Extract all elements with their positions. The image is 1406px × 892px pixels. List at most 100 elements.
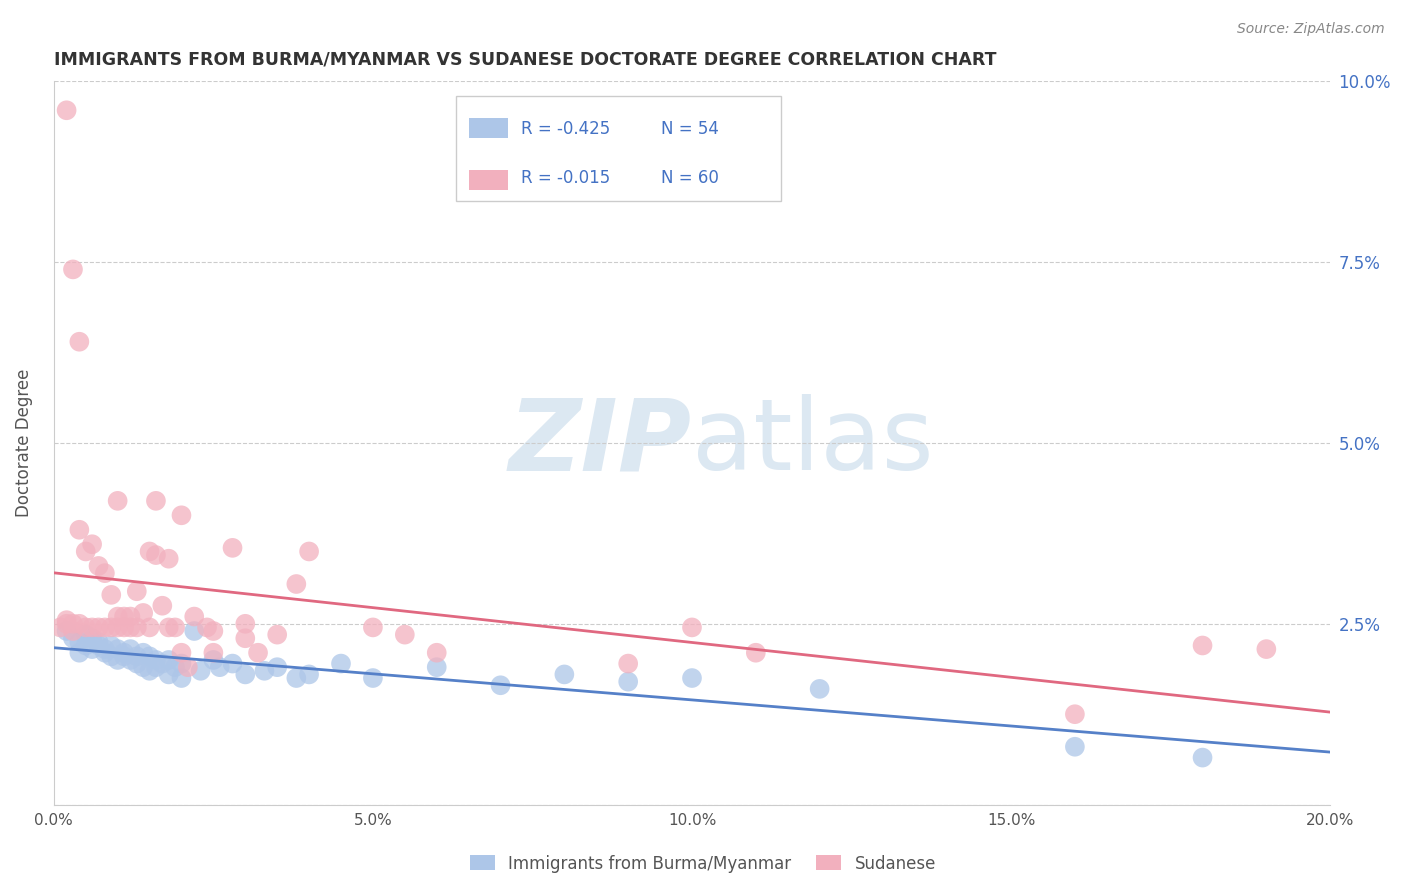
- Point: [233, 632, 256, 646]
- Point: [94, 646, 117, 660]
- Point: [87, 620, 110, 634]
- Point: [82, 620, 104, 634]
- Point: [120, 642, 142, 657]
- Point: [112, 620, 135, 634]
- Point: [165, 660, 187, 674]
- Point: [617, 657, 640, 671]
- Point: [202, 624, 225, 638]
- Point: [55, 103, 77, 118]
- Text: atlas: atlas: [692, 394, 934, 491]
- Y-axis label: Doctorate Degree: Doctorate Degree: [15, 368, 32, 517]
- Point: [361, 671, 384, 685]
- Legend: Immigrants from Burma/Myanmar, Sudanese: Immigrants from Burma/Myanmar, Sudanese: [463, 848, 943, 880]
- Point: [100, 649, 122, 664]
- Point: [94, 620, 117, 634]
- Point: [221, 657, 243, 671]
- Text: Source: ZipAtlas.com: Source: ZipAtlas.com: [1237, 22, 1385, 37]
- Point: [1256, 642, 1278, 657]
- Point: [75, 639, 97, 653]
- Point: [285, 577, 308, 591]
- Point: [298, 667, 321, 681]
- Point: [266, 627, 288, 641]
- Point: [190, 664, 212, 678]
- Point: [145, 660, 167, 674]
- Point: [177, 660, 200, 674]
- Point: [94, 642, 117, 657]
- Point: [125, 649, 148, 664]
- Point: [112, 609, 135, 624]
- Point: [112, 649, 135, 664]
- Point: [195, 620, 218, 634]
- Point: [67, 635, 90, 649]
- Point: [100, 620, 122, 634]
- Point: [170, 508, 193, 523]
- Point: [183, 624, 205, 638]
- Text: ZIP: ZIP: [509, 394, 692, 491]
- Point: [75, 620, 97, 634]
- Point: [138, 664, 160, 678]
- Point: [138, 544, 160, 558]
- Point: [681, 620, 703, 634]
- Point: [138, 620, 160, 634]
- Point: [67, 334, 90, 349]
- Point: [100, 588, 122, 602]
- Point: [208, 660, 231, 674]
- Point: [107, 609, 129, 624]
- Point: [120, 653, 142, 667]
- Point: [138, 649, 160, 664]
- Point: [165, 620, 187, 634]
- Point: [107, 493, 129, 508]
- Point: [120, 609, 142, 624]
- Point: [145, 548, 167, 562]
- Point: [75, 544, 97, 558]
- Point: [67, 646, 90, 660]
- Point: [221, 541, 243, 555]
- Point: [145, 653, 167, 667]
- Point: [55, 616, 77, 631]
- Point: [107, 653, 129, 667]
- Point: [82, 632, 104, 646]
- Point: [170, 671, 193, 685]
- Point: [1064, 707, 1087, 722]
- Point: [1191, 750, 1213, 764]
- Point: [266, 660, 288, 674]
- Point: [150, 599, 173, 613]
- Point: [157, 667, 180, 681]
- Point: [67, 616, 90, 631]
- Point: [808, 681, 831, 696]
- Point: [489, 678, 512, 692]
- Point: [202, 646, 225, 660]
- Point: [394, 627, 416, 641]
- Point: [426, 660, 449, 674]
- Point: [202, 653, 225, 667]
- Point: [87, 635, 110, 649]
- Point: [157, 653, 180, 667]
- Point: [75, 627, 97, 641]
- Point: [233, 667, 256, 681]
- Point: [553, 667, 575, 681]
- Point: [62, 624, 84, 638]
- Point: [62, 616, 84, 631]
- Point: [82, 642, 104, 657]
- Point: [170, 657, 193, 671]
- Point: [132, 606, 155, 620]
- Text: IMMIGRANTS FROM BURMA/MYANMAR VS SUDANESE DOCTORATE DEGREE CORRELATION CHART: IMMIGRANTS FROM BURMA/MYANMAR VS SUDANES…: [53, 51, 997, 69]
- Point: [1191, 639, 1213, 653]
- Point: [62, 632, 84, 646]
- Point: [107, 620, 129, 634]
- Point: [82, 537, 104, 551]
- Point: [183, 609, 205, 624]
- Point: [120, 620, 142, 634]
- Point: [87, 639, 110, 653]
- Point: [107, 642, 129, 657]
- Point: [87, 558, 110, 573]
- Point: [125, 657, 148, 671]
- Point: [330, 657, 353, 671]
- Point: [157, 620, 180, 634]
- Point: [125, 584, 148, 599]
- Point: [247, 646, 270, 660]
- Point: [361, 620, 384, 634]
- Point: [150, 657, 173, 671]
- Point: [170, 646, 193, 660]
- Point: [157, 551, 180, 566]
